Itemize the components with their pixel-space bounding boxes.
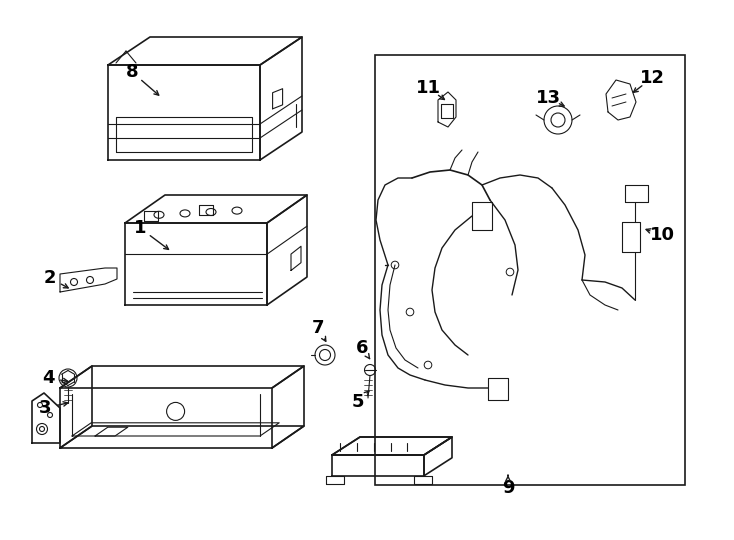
Text: 1: 1	[134, 219, 146, 237]
Text: 12: 12	[639, 69, 664, 87]
Text: 11: 11	[415, 79, 440, 97]
Text: 7: 7	[312, 319, 324, 337]
Text: 13: 13	[536, 89, 561, 107]
Text: 5: 5	[352, 393, 364, 411]
Text: 3: 3	[39, 399, 51, 417]
Text: 10: 10	[650, 226, 675, 244]
Text: 9: 9	[502, 479, 515, 497]
Bar	[375, 55, 685, 485]
Text: 2: 2	[44, 269, 57, 287]
Text: 8: 8	[126, 63, 138, 81]
Text: 6: 6	[356, 339, 368, 357]
Text: 4: 4	[42, 369, 54, 387]
